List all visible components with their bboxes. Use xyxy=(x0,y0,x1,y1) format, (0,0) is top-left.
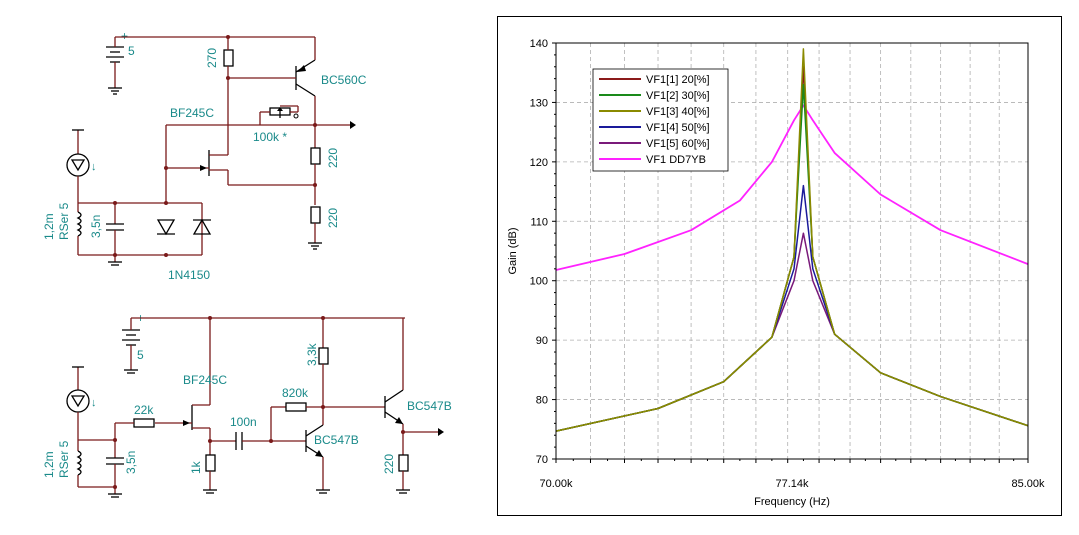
y-tick-label: 110 xyxy=(530,216,548,228)
legend-box xyxy=(592,68,729,172)
battery-bottom: + 5 xyxy=(122,311,144,374)
svg-text:+: + xyxy=(121,29,128,43)
potentiometer: 100k * xyxy=(253,105,299,144)
r-source-label: 1k xyxy=(189,460,203,474)
y-tick-label: 70 xyxy=(536,454,548,466)
r-collector-label: 3,3k xyxy=(305,342,319,366)
q1-label: BC547B xyxy=(314,433,359,447)
q-pnp-label: BC560C xyxy=(321,73,367,87)
legend-entry: VF1[5] 60[%] xyxy=(646,138,710,150)
r-bias-label: 820k xyxy=(282,386,309,400)
y-tick-label: 130 xyxy=(530,97,548,109)
schematic-area: + 5 270 BC560C xyxy=(42,29,452,498)
resistor-220-emitter xyxy=(398,454,409,472)
x-tick-label: 77.14k xyxy=(775,478,809,490)
resistor-3k3 xyxy=(318,347,329,365)
jfet-top-label: BF245C xyxy=(170,106,214,120)
y-tick-label: 80 xyxy=(536,395,548,407)
current-probe-top: ↓ xyxy=(66,129,97,203)
diode-2 xyxy=(192,203,212,255)
diode-1 xyxy=(156,219,176,236)
chart-series xyxy=(555,48,1029,432)
capacitor-bottom: 3,5n xyxy=(106,440,138,498)
current-probe-bottom: ↓ xyxy=(66,366,97,440)
series-line xyxy=(555,48,1029,432)
chart-legend: VF1[1] 20[%] VF1[2] 30[%] VF1[3] 40[%] VF1[… xyxy=(592,68,729,172)
legend-entry: VF1[3] 40[%] xyxy=(646,106,710,118)
coil-top-value: 1,2m xyxy=(42,213,56,240)
bottom-circuit: + 5 BF245C 22k 1k xyxy=(42,311,452,498)
r-mid-label: 220 xyxy=(326,148,340,168)
series-line xyxy=(555,184,1029,432)
y-tick-label: 120 xyxy=(530,157,548,169)
transistor-q1: BC547B xyxy=(305,424,359,494)
coil-bottom-value: 1,2m xyxy=(42,451,56,478)
y-tick-label: 140 xyxy=(530,38,548,50)
x-tick-label: 85.00k xyxy=(1011,478,1045,490)
legend-entry: VF1 DD7YB xyxy=(646,154,706,166)
coil-bottom-rser: RSer 5 xyxy=(57,440,71,478)
resistor-220-bot xyxy=(310,206,321,224)
legend-entry: VF1[2] 30[%] xyxy=(646,90,710,102)
svg-text:↓: ↓ xyxy=(91,397,97,409)
pot-label: 100k * xyxy=(253,130,287,144)
diode-label: 1N4150 xyxy=(168,268,210,282)
transistor-bc560c: BC560C xyxy=(228,37,367,148)
r-emitter-label: 220 xyxy=(382,454,396,474)
resistor-820k xyxy=(285,402,307,412)
cap-bottom-label: 3,5n xyxy=(124,451,138,474)
coil-bottom: 1,2m RSer 5 xyxy=(42,440,82,487)
battery-top: + 5 xyxy=(106,29,135,95)
series-line xyxy=(555,104,1029,271)
legend-entry: VF1[4] 50[%] xyxy=(646,122,710,134)
coil-top-rser: RSer 5 xyxy=(57,202,71,240)
resistor-22k xyxy=(133,418,155,428)
svg-text:↓: ↓ xyxy=(91,161,97,173)
top-circuit: + 5 270 BC560C xyxy=(42,29,367,282)
x-axis-label: Frequency (Hz) xyxy=(754,496,830,508)
r-top-label: 270 xyxy=(205,48,219,68)
coil-top: 1,2m RSer 5 xyxy=(42,202,82,255)
output-arrow-top xyxy=(350,121,356,129)
x-tick-label: 70.00k xyxy=(539,478,573,490)
r-gate-label: 22k xyxy=(134,403,154,417)
battery-bottom-label: 5 xyxy=(137,348,144,362)
q2-label: BC547B xyxy=(407,399,452,413)
jfet-bottom-label: BF245C xyxy=(183,373,227,387)
capacitor-top: 3,5n xyxy=(89,203,124,255)
resistor-220-mid xyxy=(310,147,321,165)
plot-frame xyxy=(555,42,1029,460)
jfet-bottom: BF245C xyxy=(155,373,227,430)
gain-chart: 70 80 90 100 110 120 130 140 70.00k 77.14k 85.00k … xyxy=(497,16,1062,516)
transistor-q2: BC547B xyxy=(384,318,452,455)
r-bot-label: 220 xyxy=(326,208,340,228)
resistor-270 xyxy=(223,49,234,67)
y-tick-label: 100 xyxy=(530,276,548,288)
battery-top-label: 5 xyxy=(128,44,135,58)
y-tick-label: 90 xyxy=(536,335,548,347)
y-axis-label: Gain (dB) xyxy=(507,227,519,274)
output-arrow-bottom xyxy=(438,428,444,436)
cap-coupling-label: 100n xyxy=(230,415,257,429)
cap-top-label: 3,5n xyxy=(89,215,103,238)
chart-ticks: 70 80 90 100 110 120 130 140 70.00k 77.14k 85.00k xyxy=(530,38,1045,490)
resistor-1k xyxy=(205,454,216,472)
legend-entry: VF1[1] 20[%] xyxy=(646,74,710,86)
jfet-top: BF245C xyxy=(166,106,315,186)
